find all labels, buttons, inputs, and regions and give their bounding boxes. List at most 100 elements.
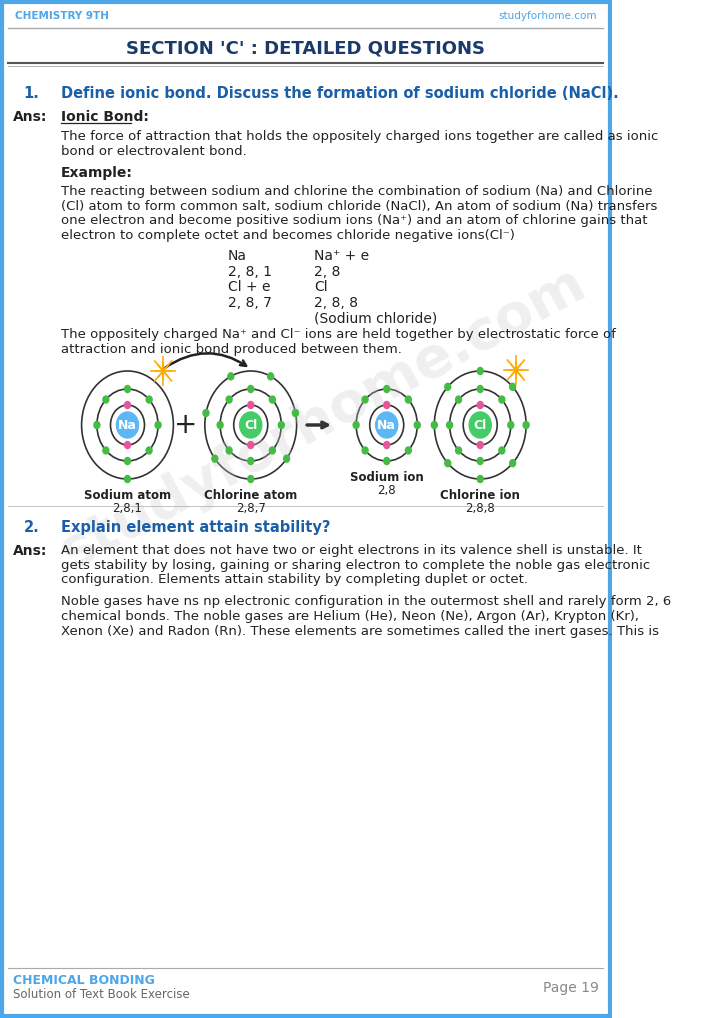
Text: Example:: Example: bbox=[61, 166, 133, 180]
Circle shape bbox=[228, 373, 234, 380]
Text: Na: Na bbox=[118, 418, 137, 432]
Circle shape bbox=[125, 457, 130, 464]
Circle shape bbox=[248, 401, 253, 408]
Text: Page 19: Page 19 bbox=[544, 981, 599, 995]
Text: 1.: 1. bbox=[24, 86, 40, 101]
Circle shape bbox=[445, 384, 451, 390]
Text: 2, 8, 1: 2, 8, 1 bbox=[228, 265, 271, 279]
Text: Cl: Cl bbox=[244, 418, 257, 432]
Text: 2.: 2. bbox=[24, 520, 40, 535]
Text: Sodium ion: Sodium ion bbox=[350, 471, 423, 484]
Circle shape bbox=[146, 447, 152, 454]
Circle shape bbox=[384, 457, 390, 464]
Text: 2, 8: 2, 8 bbox=[315, 265, 341, 279]
Circle shape bbox=[477, 386, 483, 393]
Text: 2,8: 2,8 bbox=[377, 484, 396, 497]
Circle shape bbox=[292, 409, 299, 416]
Text: gets stability by losing, gaining or sharing electron to complete the noble gas : gets stability by losing, gaining or sha… bbox=[61, 559, 650, 571]
Text: The reacting between sodium and chlorine the combination of sodium (Na) and Chlo: The reacting between sodium and chlorine… bbox=[61, 185, 653, 197]
Text: An element that does not have two or eight electrons in its valence shell is uns: An element that does not have two or eig… bbox=[61, 544, 642, 557]
Circle shape bbox=[477, 401, 483, 408]
Text: Cl: Cl bbox=[474, 418, 487, 432]
Circle shape bbox=[414, 421, 420, 429]
Circle shape bbox=[477, 475, 483, 483]
Circle shape bbox=[248, 386, 253, 393]
Circle shape bbox=[125, 386, 130, 393]
Text: Chlorine ion: Chlorine ion bbox=[440, 489, 520, 502]
Circle shape bbox=[226, 396, 232, 403]
Circle shape bbox=[384, 442, 390, 449]
Circle shape bbox=[510, 460, 516, 466]
Text: bond or electrovalent bond.: bond or electrovalent bond. bbox=[61, 145, 247, 158]
Circle shape bbox=[284, 455, 289, 462]
Text: Solution of Text Book Exercise: Solution of Text Book Exercise bbox=[13, 987, 189, 1001]
Text: 2,8,7: 2,8,7 bbox=[235, 502, 266, 515]
Text: The oppositely charged Na⁺ and Cl⁻ ions are held together by electrostatic force: The oppositely charged Na⁺ and Cl⁻ ions … bbox=[61, 328, 616, 341]
Text: Ans:: Ans: bbox=[13, 110, 47, 124]
Text: configuration. Elements attain stability by completing duplet or octet.: configuration. Elements attain stability… bbox=[61, 573, 528, 586]
FancyBboxPatch shape bbox=[1, 2, 611, 1016]
Text: Na⁺ + e: Na⁺ + e bbox=[315, 249, 369, 263]
Text: Sodium atom: Sodium atom bbox=[84, 489, 171, 502]
Circle shape bbox=[240, 412, 262, 438]
Circle shape bbox=[103, 396, 109, 403]
Text: Explain element attain stability?: Explain element attain stability? bbox=[61, 520, 330, 535]
Circle shape bbox=[445, 460, 451, 466]
Text: 2,8,1: 2,8,1 bbox=[112, 502, 143, 515]
Circle shape bbox=[212, 455, 218, 462]
Text: 2,8,8: 2,8,8 bbox=[465, 502, 495, 515]
Text: Noble gases have ns np electronic configuration in the outermost shell and rarel: Noble gases have ns np electronic config… bbox=[61, 596, 672, 609]
Circle shape bbox=[248, 475, 253, 483]
Text: CHEMISTRY 9TH: CHEMISTRY 9TH bbox=[15, 11, 109, 21]
Text: Ans:: Ans: bbox=[13, 544, 47, 558]
Text: electron to complete octet and becomes chloride negative ions(Cl⁻): electron to complete octet and becomes c… bbox=[61, 228, 515, 241]
Circle shape bbox=[446, 421, 453, 429]
Text: Na: Na bbox=[377, 418, 396, 432]
Text: SECTION 'C' : DETAILED QUESTIONS: SECTION 'C' : DETAILED QUESTIONS bbox=[127, 39, 485, 57]
Circle shape bbox=[362, 447, 368, 454]
Text: studyforhome.com: studyforhome.com bbox=[51, 257, 595, 579]
Circle shape bbox=[456, 396, 462, 403]
Circle shape bbox=[376, 412, 397, 438]
Circle shape bbox=[384, 401, 390, 408]
Circle shape bbox=[384, 386, 390, 393]
Text: 2, 8, 8: 2, 8, 8 bbox=[315, 295, 359, 309]
Text: Chlorine atom: Chlorine atom bbox=[204, 489, 297, 502]
Circle shape bbox=[362, 396, 368, 403]
Circle shape bbox=[523, 421, 529, 429]
Circle shape bbox=[353, 421, 359, 429]
Circle shape bbox=[510, 384, 516, 390]
Text: Cl: Cl bbox=[315, 280, 328, 294]
Circle shape bbox=[248, 457, 253, 464]
Circle shape bbox=[269, 396, 275, 403]
Circle shape bbox=[146, 396, 152, 403]
Circle shape bbox=[155, 421, 161, 429]
Text: studyforhome.com: studyforhome.com bbox=[498, 11, 597, 21]
Circle shape bbox=[94, 421, 100, 429]
Circle shape bbox=[279, 421, 284, 429]
Circle shape bbox=[203, 409, 209, 416]
Circle shape bbox=[477, 367, 483, 375]
Text: CHEMICAL BONDING: CHEMICAL BONDING bbox=[13, 973, 155, 986]
Text: 2, 8, 7: 2, 8, 7 bbox=[228, 295, 271, 309]
Circle shape bbox=[248, 442, 253, 449]
Circle shape bbox=[226, 447, 232, 454]
Text: attraction and ionic bond produced between them.: attraction and ionic bond produced betwe… bbox=[61, 342, 402, 355]
Circle shape bbox=[117, 412, 138, 438]
Circle shape bbox=[477, 442, 483, 449]
Text: The force of attraction that holds the oppositely charged ions together are call: The force of attraction that holds the o… bbox=[61, 130, 659, 143]
Circle shape bbox=[103, 447, 109, 454]
Text: (Cl) atom to form common salt, sodium chloride (NaCl), An atom of sodium (Na) tr: (Cl) atom to form common salt, sodium ch… bbox=[61, 200, 657, 213]
Circle shape bbox=[499, 447, 505, 454]
Text: Ionic Bond:: Ionic Bond: bbox=[61, 110, 149, 124]
Text: one electron and become positive sodium ions (Na⁺) and an atom of chlorine gains: one electron and become positive sodium … bbox=[61, 214, 648, 227]
Text: Xenon (Xe) and Radon (Rn). These elements are sometimes called the inert gases. : Xenon (Xe) and Radon (Rn). These element… bbox=[61, 624, 660, 637]
Text: Define ionic bond. Discuss the formation of sodium chloride (NaCl).: Define ionic bond. Discuss the formation… bbox=[61, 86, 619, 101]
Text: +: + bbox=[174, 411, 197, 439]
Circle shape bbox=[125, 475, 130, 483]
Circle shape bbox=[456, 447, 462, 454]
Circle shape bbox=[405, 396, 411, 403]
Circle shape bbox=[217, 421, 223, 429]
Circle shape bbox=[125, 442, 130, 449]
Text: Cl + e: Cl + e bbox=[228, 280, 270, 294]
